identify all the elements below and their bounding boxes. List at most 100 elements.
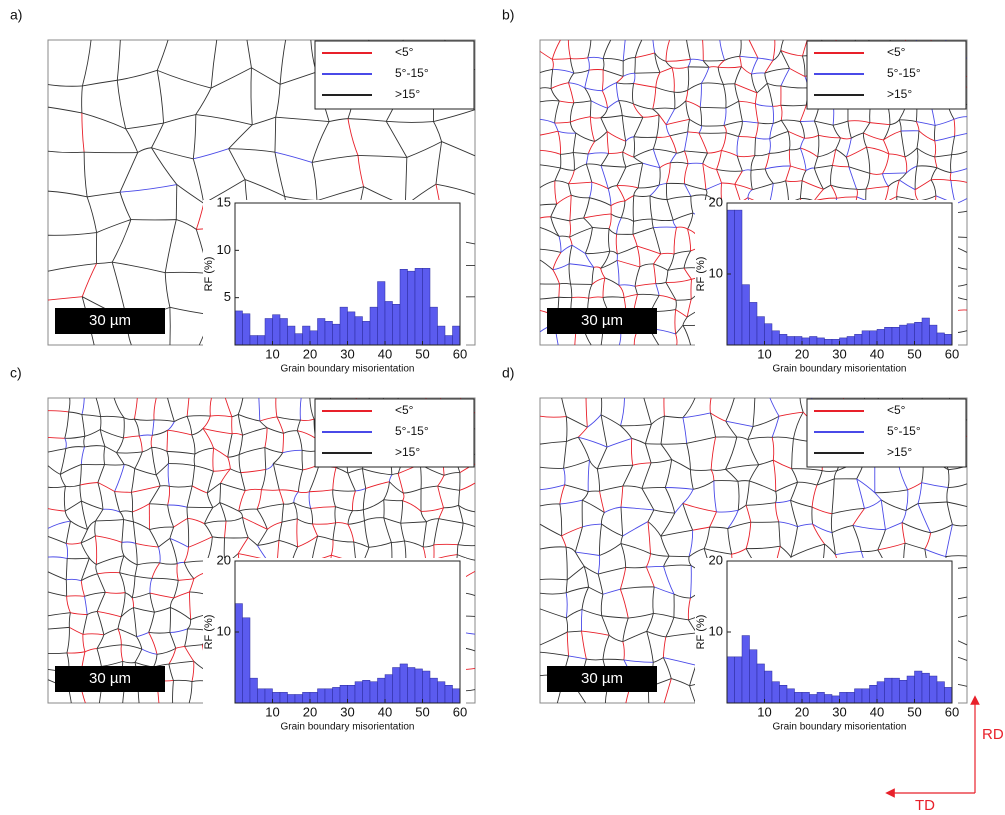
grain-boundary: [813, 156, 819, 169]
bar: [257, 335, 266, 346]
grain-boundary: [847, 120, 852, 139]
grain-boundary: [597, 573, 604, 595]
grain-boundary: [156, 647, 176, 655]
grain-boundary: [637, 293, 660, 296]
grain-boundary: [589, 69, 604, 71]
grain-boundary: [581, 491, 589, 501]
grain-boundary: [817, 148, 836, 158]
bar: [891, 677, 900, 704]
bar: [234, 603, 243, 704]
grain-boundary: [634, 283, 656, 287]
grain-boundary: [608, 228, 617, 235]
grain-boundary: [852, 508, 865, 526]
histogram-bg: [695, 558, 958, 745]
grain-boundary: [539, 87, 552, 89]
y-axis-title: RF (%): [203, 257, 215, 292]
grain-boundary: [734, 83, 740, 102]
grain-boundary: [905, 503, 919, 511]
grain-boundary: [589, 182, 593, 198]
grain-boundary: [687, 82, 702, 91]
grain-boundary: [151, 419, 155, 436]
grain-boundary: [888, 179, 900, 187]
grain-boundary: [604, 277, 620, 286]
grain-boundary: [745, 505, 752, 523]
grain-boundary: [799, 147, 807, 171]
grain-boundary: [741, 66, 752, 75]
grain-boundary: [47, 190, 88, 198]
grain-boundary: [764, 67, 790, 74]
grain-boundary: [791, 468, 823, 472]
grain-boundary: [189, 578, 195, 593]
grain-boundary: [167, 421, 175, 431]
grain-boundary: [687, 228, 692, 251]
grain-boundary: [571, 194, 590, 199]
grain-boundary: [84, 445, 106, 448]
grain-boundary: [539, 578, 568, 581]
grain-boundary: [121, 519, 125, 543]
grain-boundary: [134, 564, 138, 577]
grain-boundary: [158, 538, 171, 548]
grain-boundary: [665, 108, 676, 125]
grain-boundary: [653, 263, 657, 284]
bar: [914, 670, 923, 704]
grain-boundary: [117, 69, 158, 81]
grain-boundary: [571, 296, 589, 299]
grain-boundary: [186, 397, 190, 417]
grain-boundary: [176, 219, 197, 230]
grain-boundary: [422, 521, 427, 548]
grain-boundary: [646, 613, 654, 632]
grain-boundary: [780, 105, 783, 121]
grain-boundary: [652, 39, 656, 54]
grain-boundary: [780, 50, 790, 69]
bar: [452, 325, 461, 346]
grain-boundary: [124, 592, 133, 599]
grain-boundary: [334, 506, 336, 523]
grain-boundary: [297, 535, 318, 548]
grain-boundary: [80, 446, 85, 465]
grain-boundary: [685, 90, 689, 101]
grain-boundary: [81, 414, 86, 437]
grain-boundary: [433, 518, 440, 545]
grain-boundary: [780, 104, 807, 107]
grain-boundary: [830, 165, 833, 186]
bar: [899, 680, 908, 704]
grain-boundary: [539, 259, 554, 271]
grain-boundary: [621, 115, 627, 142]
grain-boundary: [458, 490, 461, 506]
grain-boundary: [632, 103, 644, 118]
grain-boundary: [610, 213, 622, 219]
grain-boundary: [88, 557, 97, 565]
grain-boundary: [297, 430, 316, 439]
grain-boundary: [70, 612, 88, 616]
grain-boundary: [725, 420, 754, 428]
grain-boundary: [616, 166, 627, 186]
bar: [801, 337, 810, 346]
grain-boundary: [643, 397, 652, 425]
grain-boundary: [689, 685, 696, 704]
grain-boundary: [934, 154, 952, 158]
grain-boundary: [403, 488, 422, 494]
grain-boundary: [169, 607, 171, 633]
grain-boundary: [281, 503, 285, 523]
grain-boundary: [189, 591, 192, 620]
grain-boundary: [785, 180, 803, 183]
grain-boundary: [683, 163, 689, 184]
grain-boundary: [934, 156, 938, 168]
grain-boundary: [804, 134, 819, 139]
grain-boundary: [658, 114, 667, 125]
grain-boundary: [851, 132, 864, 139]
grain-boundary: [952, 524, 968, 527]
grain-boundary: [557, 130, 576, 134]
grain-boundary: [571, 244, 586, 254]
grain-boundary: [731, 548, 747, 555]
grain-boundary: [261, 489, 280, 491]
grain-boundary: [682, 412, 711, 419]
grain-boundary: [775, 491, 777, 503]
grain-boundary: [682, 325, 692, 346]
bar: [854, 334, 863, 346]
grain-boundary: [420, 511, 427, 523]
y-tick-label: 5: [224, 289, 231, 304]
x-tick-label: 40: [378, 346, 392, 361]
bar: [294, 333, 303, 346]
grain-boundary: [619, 589, 629, 619]
